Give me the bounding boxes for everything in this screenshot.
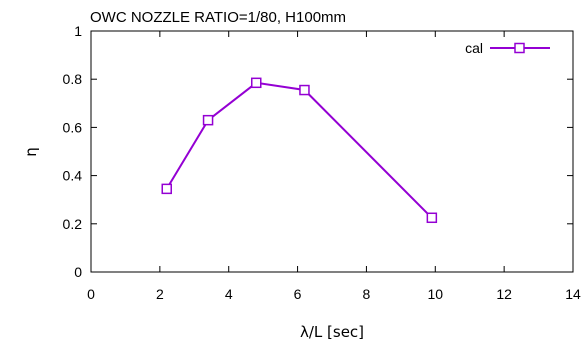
legend: cal [465,40,550,56]
chart-title: OWC NOZZLE RATIO=1/80, H100mm [90,9,346,26]
data-point [426,212,438,224]
y-tick-label: 1 [74,23,82,39]
y-tick-label: 0.6 [63,119,83,135]
x-tick-label: 12 [496,286,512,302]
data-point [299,84,310,96]
x-tick-label: 4 [225,286,233,302]
x-tick-label: 14 [565,286,581,302]
y-tick-label: 0 [74,264,82,280]
y-tick-label: 0.8 [63,71,83,87]
y-axis: 0 0.2 0.4 0.6 0.8 1 [63,23,573,280]
series-line-cal [165,81,433,219]
y-tick-label: 0.2 [63,216,83,232]
y-axis-label: η [22,147,40,157]
data-point [161,183,172,195]
x-tick-label: 2 [156,286,164,302]
y-tick-label: 0.4 [63,168,83,184]
x-tick-label: 8 [363,286,371,302]
legend-marker-cal [514,42,525,54]
x-tick-label: 0 [87,286,95,302]
plot-area [90,30,574,273]
x-axis: 0 2 4 6 8 10 12 14 [87,31,581,302]
data-point [202,114,214,126]
x-tick-label: 10 [427,286,443,302]
x-tick-label: 6 [294,286,302,302]
x-axis-label: λ/L [sec] [300,323,364,341]
data-point [251,77,262,89]
legend-label-cal: cal [465,40,483,56]
series-layer [161,77,438,224]
